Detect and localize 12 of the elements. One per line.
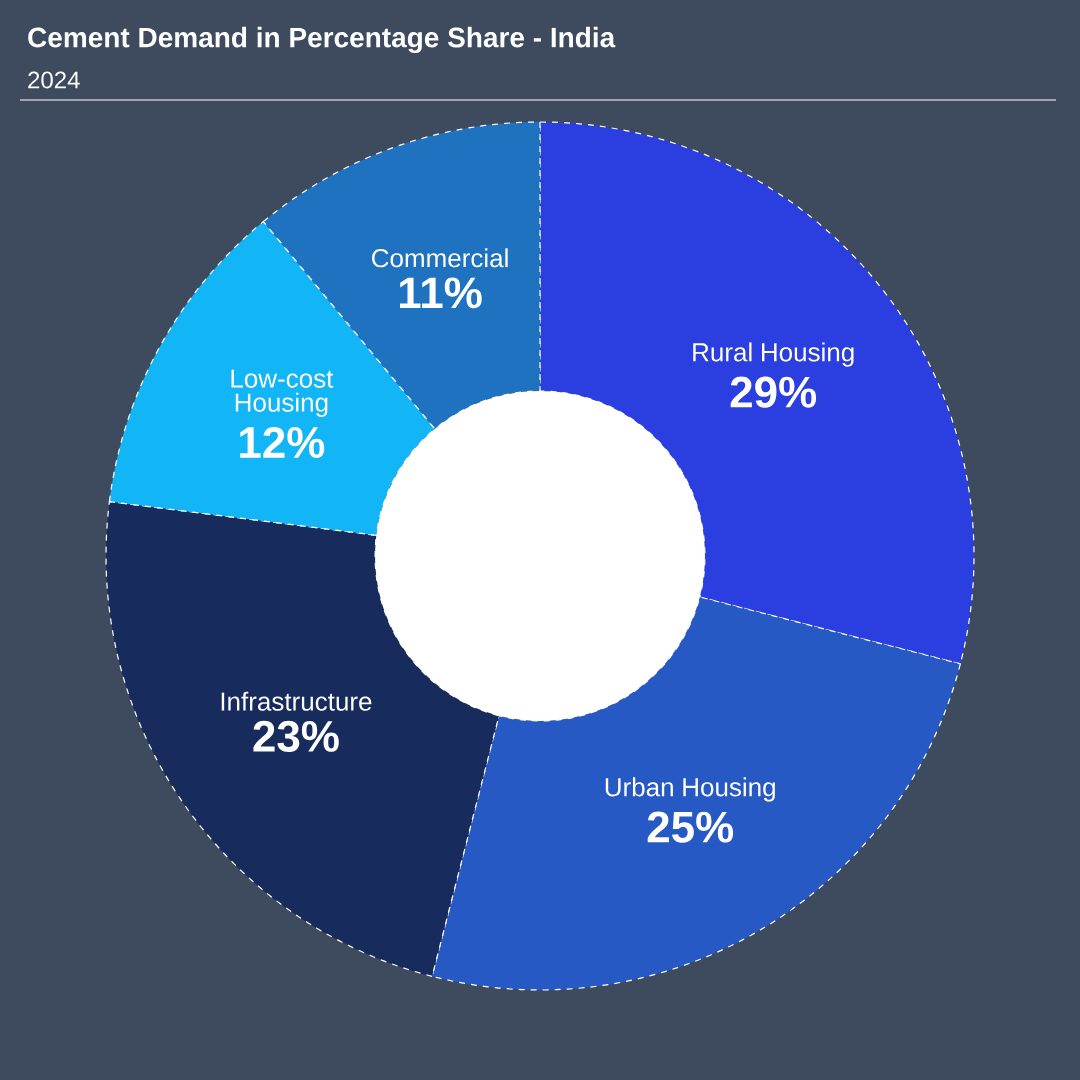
slice-label: Rural Housing [693,342,854,367]
data-label: 29% [730,376,817,408]
chart-title: Cement Demand in Percentage Share - India [28,26,616,54]
slice-label: Commercial [372,248,508,268]
slice-label: Infrastructure [221,691,372,711]
data-label: 25% [647,811,734,843]
data-label: 11% [400,277,482,309]
slice-label: Low-cost Housing [231,369,334,417]
data-label: 23% [253,720,339,753]
chart-subtitle: 2024 [28,71,80,89]
data-label: 12% [240,426,325,458]
slice-label: Urban Housing [605,777,775,802]
